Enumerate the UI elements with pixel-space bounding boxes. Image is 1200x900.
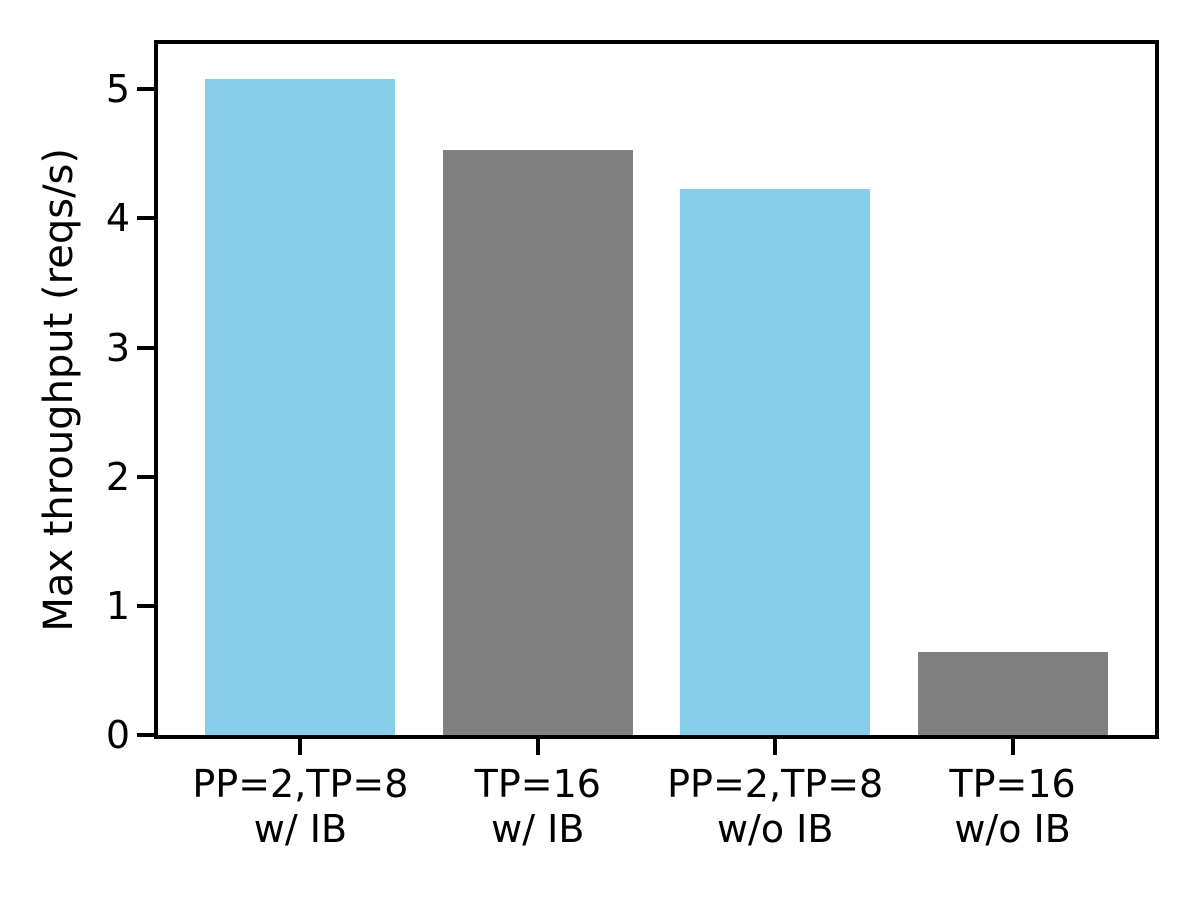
x-tick-label-4: TP=16 w/o IB — [949, 762, 1076, 851]
x-tick-label-3: PP=2,TP=8 w/o IB — [667, 762, 884, 851]
y-tick-label-5: 5 — [105, 67, 130, 112]
bar-1 — [205, 78, 396, 735]
y-tick-mark-4 — [137, 216, 155, 221]
y-tick-mark-3 — [137, 345, 155, 350]
y-tick-label-2: 2 — [105, 454, 130, 499]
y-tick-label-0: 0 — [105, 713, 130, 757]
bar-3 — [680, 188, 871, 735]
y-axis-label: Max throughput (reqs/s) — [36, 44, 82, 735]
y-tick-label-1: 1 — [105, 583, 130, 628]
plot-area — [158, 44, 1155, 735]
x-tick-mark-2 — [535, 739, 540, 755]
bar-2 — [442, 149, 633, 735]
y-tick-mark-2 — [137, 474, 155, 479]
y-tick-mark-1 — [137, 603, 155, 608]
bar-4 — [917, 652, 1108, 735]
y-tick-label-3: 3 — [105, 325, 130, 370]
y-tick-mark-5 — [137, 87, 155, 92]
x-tick-label-1: PP=2,TP=8 w/ IB — [192, 762, 409, 851]
x-tick-label-2: TP=16 w/ IB — [474, 762, 601, 851]
x-tick-mark-3 — [773, 739, 778, 755]
x-tick-mark-1 — [298, 739, 303, 755]
y-tick-mark-0 — [137, 733, 155, 737]
x-tick-mark-4 — [1010, 739, 1015, 755]
y-tick-label-4: 4 — [105, 196, 130, 241]
